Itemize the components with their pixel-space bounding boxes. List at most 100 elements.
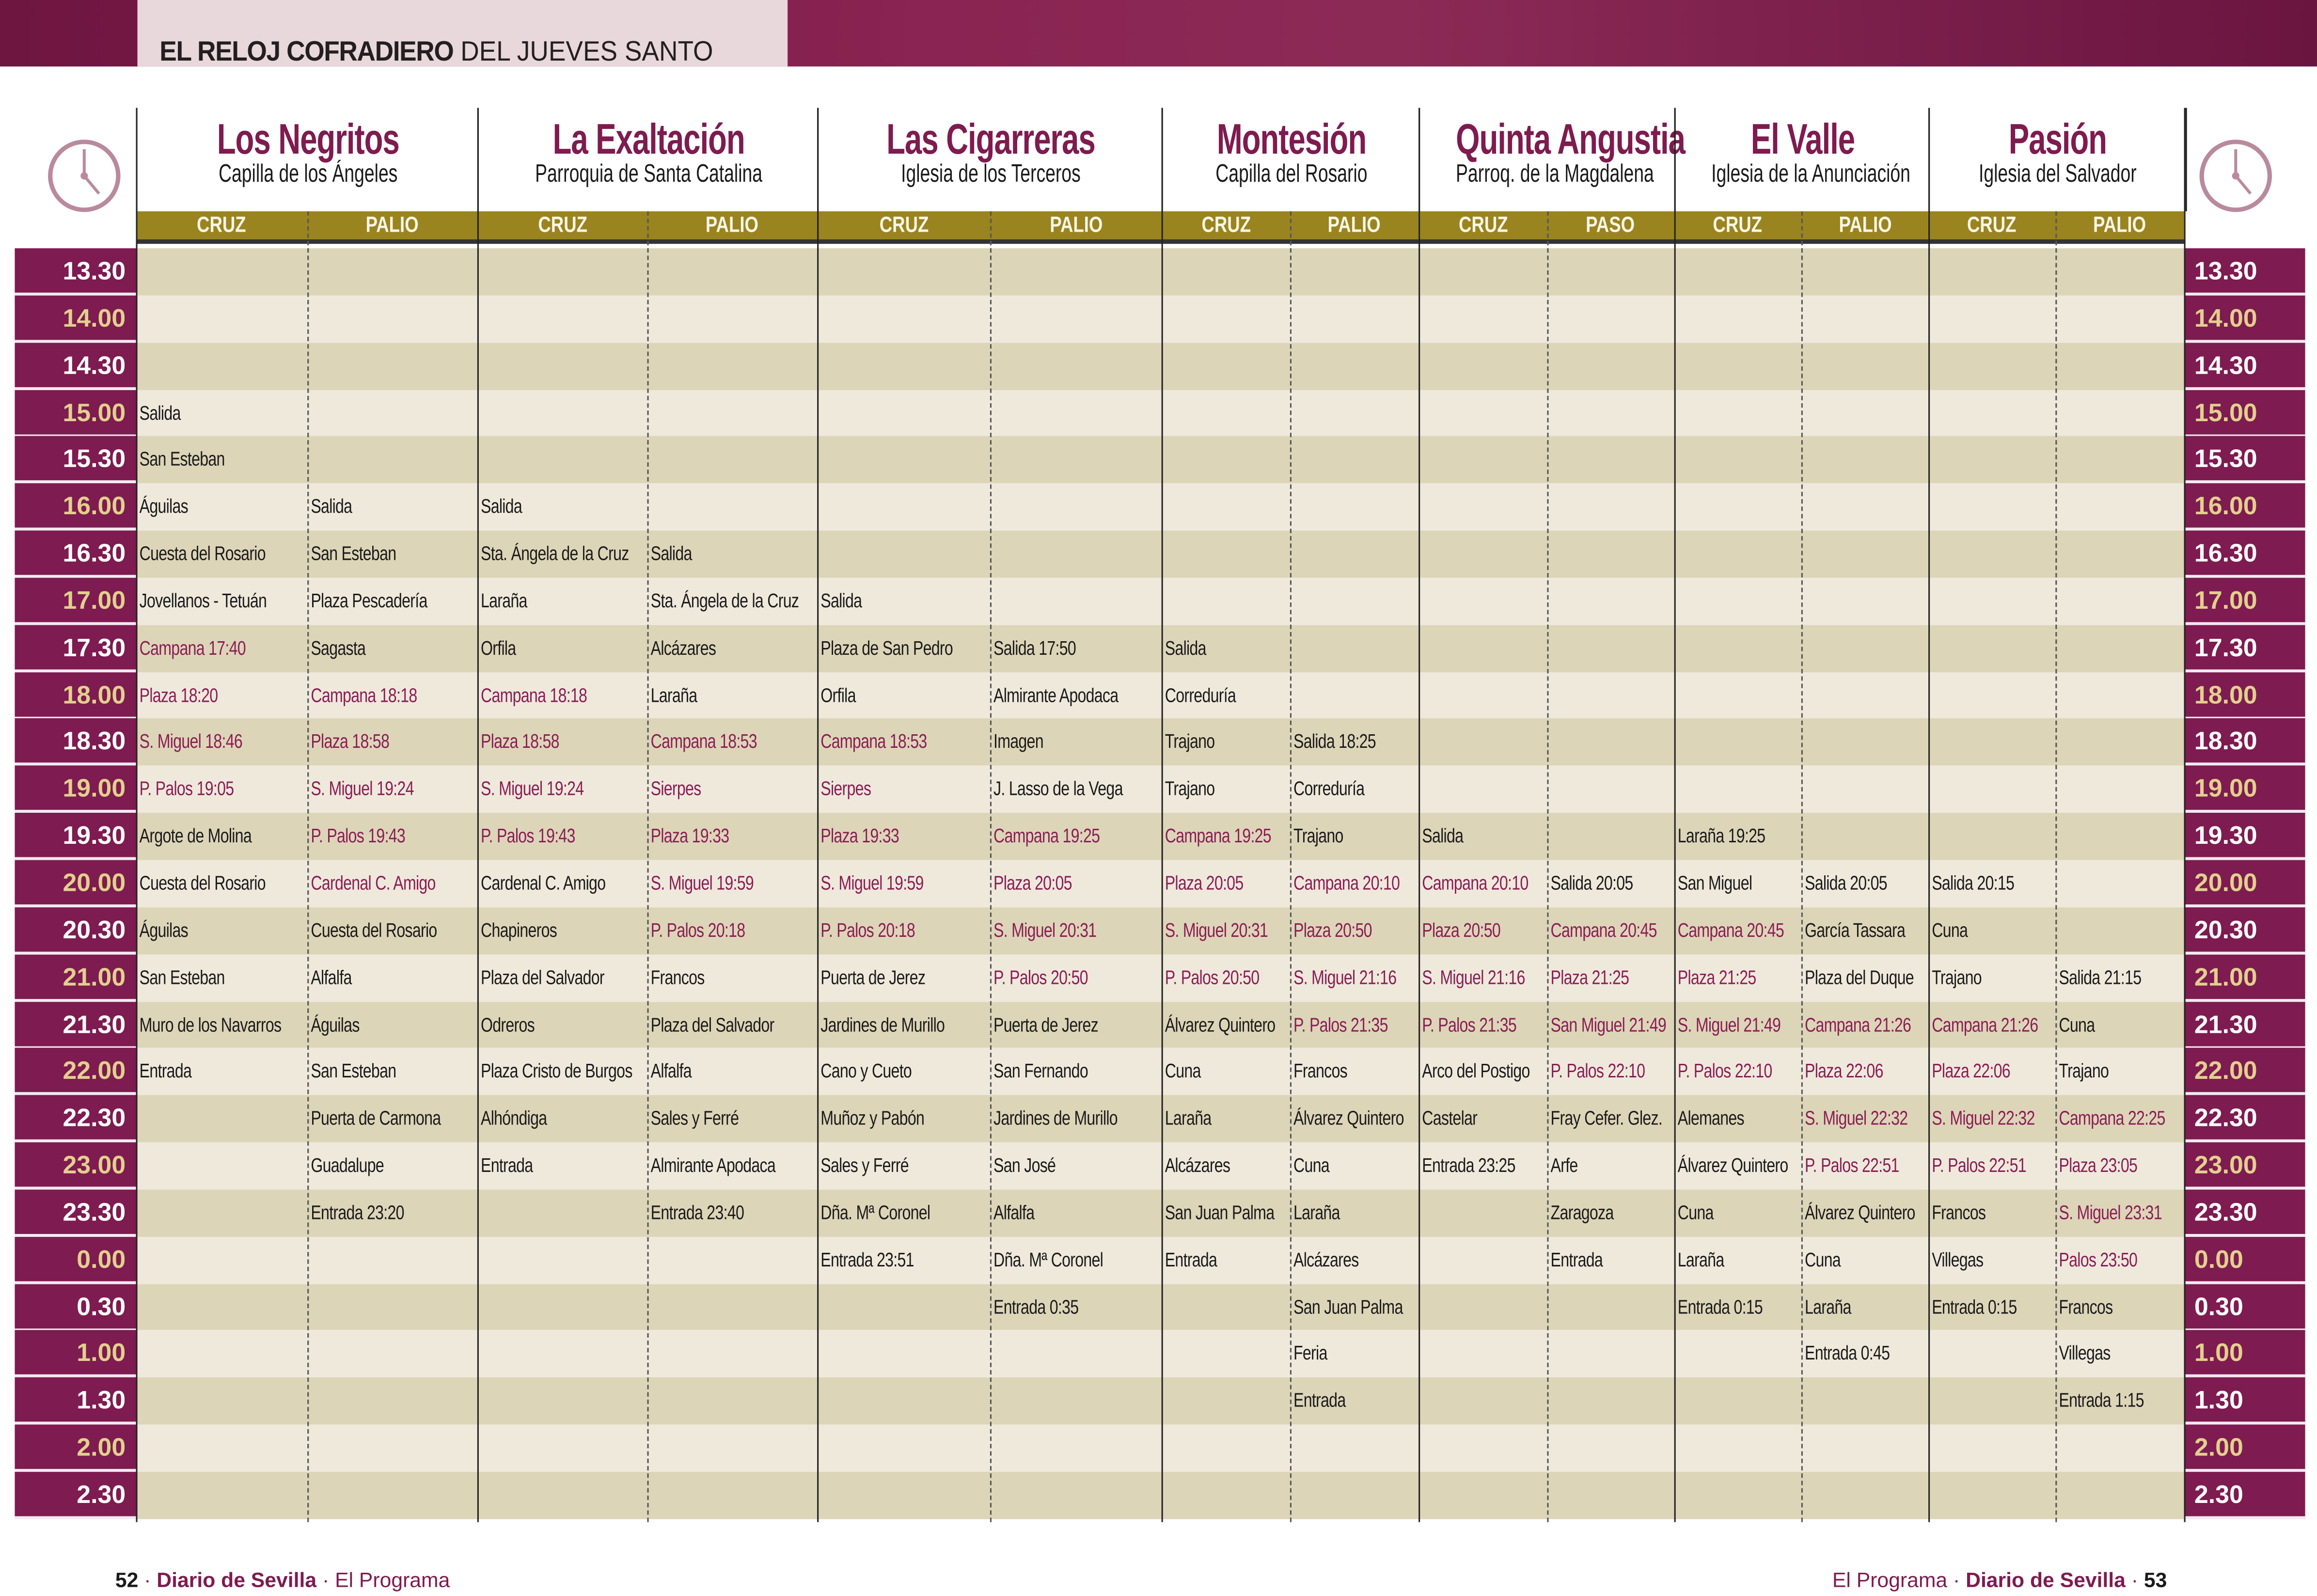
location-text: Alemanes	[1677, 1107, 1745, 1130]
time-label: 15.00	[2184, 389, 2305, 437]
schedule-cell: Campana 20:10	[1290, 860, 1419, 907]
time-text: 15.00	[63, 398, 126, 427]
brotherhood-name: Montesión	[1216, 116, 1367, 164]
schedule-cell: Salida 17:50	[990, 625, 1162, 672]
schedule-cell: Cuna	[1928, 907, 2055, 954]
location-text: Cano y Cueto	[820, 1060, 912, 1082]
schedule-cell: Dña. Mª Coronel	[990, 1236, 1162, 1283]
location-text: Salida 20:05	[1550, 871, 1634, 894]
time-text: 21.00	[63, 963, 126, 991]
schedule-cell: Correduría	[1290, 766, 1419, 813]
schedule-cell	[1162, 1472, 1290, 1519]
schedule-cell	[1928, 1425, 2055, 1472]
schedule-cell	[1674, 531, 1801, 578]
location-text: Villegas	[2059, 1342, 2111, 1365]
time-row: 18.30 18.30 S. Miguel 18:46 Plaza 18:58 Plaz…	[15, 719, 2305, 766]
schedule-cell	[136, 295, 308, 342]
schedule-cell	[1419, 578, 1547, 625]
time-text: 18.00	[2194, 680, 2257, 709]
time-text: 18.00	[63, 680, 126, 709]
schedule-cell: San Esteban	[136, 954, 308, 1001]
location-text: Campana 21:26	[1932, 1013, 2038, 1035]
paper-name: Diario de Sevilla	[157, 1568, 317, 1592]
time-text: 21.30	[2194, 1010, 2257, 1038]
location-text: Almirante Apodaca	[650, 1154, 776, 1177]
church-name: Iglesia de la Anunciación	[1711, 159, 1910, 188]
schedule-cell: Campana 21:26	[1928, 1001, 2055, 1048]
time-row: 20.00 20.00 Cuesta del Rosario Cardenal C. …	[15, 860, 2305, 908]
schedule-cell: S. Miguel 18:46	[136, 719, 308, 766]
location-text: San Esteban	[311, 1060, 396, 1082]
schedule-cell	[477, 295, 647, 342]
schedule-cell: Feria	[1290, 1330, 1419, 1377]
location-text: Entrada	[1550, 1248, 1603, 1271]
time-label: 16.30	[2184, 530, 2305, 578]
schedule-cell: Cuna	[1162, 1048, 1290, 1095]
schedule-cell: Sierpes	[817, 766, 990, 813]
schedule-cell: Campana 20:45	[1547, 907, 1674, 954]
location-text: Cuna	[1804, 1248, 1841, 1271]
schedule-cell	[1419, 295, 1547, 342]
location-text: Salida	[650, 542, 693, 565]
schedule-cell	[1674, 295, 1801, 342]
subcolumn-label: PALIO	[1290, 211, 1419, 239]
schedule-cell: Sagasta	[307, 625, 477, 672]
schedule-cell: P. Palos 20:50	[990, 954, 1162, 1001]
schedule-cell	[990, 1425, 1162, 1472]
schedule-cell	[1801, 625, 1928, 672]
schedule-cell: P. Palos 19:05	[136, 766, 308, 813]
location-text: Laraña	[1293, 1201, 1340, 1224]
time-text: 14.30	[2194, 351, 2257, 379]
time-text: 15.00	[2194, 398, 2257, 427]
schedule-cell: Arfe	[1547, 1142, 1674, 1189]
schedule-cell	[477, 437, 647, 484]
location-text: Entrada 0:15	[1932, 1295, 2017, 1318]
schedule-cell	[2055, 907, 2184, 954]
schedule-cell	[1547, 295, 1674, 342]
schedule-cell: S. Miguel 19:24	[477, 766, 647, 813]
time-text: 20.00	[63, 869, 126, 897]
schedule-cell: Álvarez Quintero	[1674, 1142, 1801, 1189]
time-text: 22.30	[63, 1104, 126, 1133]
subcolumn-text: CRUZ	[1458, 213, 1508, 238]
location-text: San Esteban	[139, 966, 225, 988]
schedule-cell	[1801, 578, 1928, 625]
schedule-cell: San Esteban	[136, 437, 308, 484]
schedule-cell: Águilas	[136, 907, 308, 954]
time-text: 2.30	[77, 1481, 126, 1509]
time-text: 17.30	[63, 633, 126, 662]
schedule-cell	[1419, 625, 1547, 672]
brotherhood-header: La Exaltación Parroquia de Santa Catalina	[477, 108, 819, 212]
schedule-cell: Sta. Ángela de la Cruz	[477, 531, 647, 578]
schedule-cell: Salida	[1162, 625, 1290, 672]
subcolumn-label: PALIO	[647, 211, 818, 239]
schedule-cell: Plaza Pescadería	[307, 578, 477, 625]
brotherhood-header: Quinta Angustia Parroq. de la Magdalena	[1419, 108, 1686, 212]
schedule-cell: Sales y Ferré	[647, 1095, 818, 1142]
location-text: J. Lasso de la Vega	[993, 777, 1123, 800]
time-label: 15.30	[2184, 436, 2305, 484]
schedule-cell	[136, 1236, 308, 1283]
subcolumn-text: CRUZ	[879, 213, 929, 238]
schedule-cell: Plaza 18:58	[307, 719, 477, 766]
schedule-cell: Plaza 21:25	[1547, 954, 1674, 1001]
brotherhood-name: Quinta Angustia	[1456, 116, 1686, 164]
schedule-cell	[1290, 295, 1419, 342]
location-text: Salida	[820, 589, 862, 612]
time-row: 22.30 22.30 Puerta de Carmona Alhóndiga Sale…	[15, 1095, 2305, 1143]
time-row: 17.30 17.30 Campana 17:40 Sagasta Orfila Alcá…	[15, 625, 2305, 672]
subcolumn-label: CRUZ	[136, 211, 308, 239]
time-text: 18.30	[2194, 727, 2257, 756]
schedule-cell	[136, 1330, 308, 1377]
schedule-cell: Entrada	[1547, 1236, 1674, 1283]
subcolumn-label: PALIO	[1801, 211, 1928, 239]
schedule-cell	[1547, 1472, 1674, 1519]
schedule-cell	[1928, 531, 2055, 578]
location-text: Plaza 22:06	[1932, 1060, 2010, 1082]
location-text: Salida	[139, 401, 181, 424]
schedule-cell: Campana 18:18	[477, 672, 647, 719]
schedule-cell: Salida 18:25	[1290, 719, 1419, 766]
location-text: S. Miguel 22:32	[1804, 1107, 1908, 1130]
time-label: 14.30	[2184, 342, 2305, 390]
schedule-cell	[817, 1330, 990, 1377]
